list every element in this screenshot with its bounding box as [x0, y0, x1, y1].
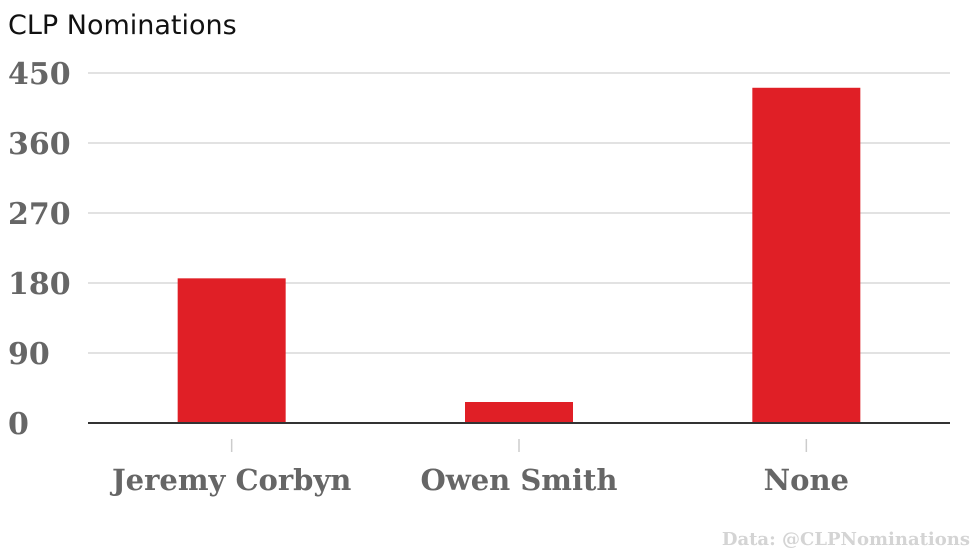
bar — [465, 402, 573, 423]
x-tick-label: None — [764, 463, 849, 497]
bar — [177, 278, 286, 423]
chart-title: CLP Nominations — [8, 10, 237, 41]
y-tick-label: 450 — [8, 57, 71, 92]
x-tick-label: Owen Smith — [421, 463, 618, 497]
bar — [752, 87, 861, 424]
y-tick-label: 0 — [8, 407, 29, 442]
y-tick-label: 360 — [8, 127, 71, 162]
y-tick-label: 270 — [8, 197, 71, 232]
y-tick-label: 90 — [8, 337, 50, 372]
y-tick-label: 180 — [8, 267, 71, 302]
x-tick-label: Jeremy Corbyn — [109, 463, 351, 497]
y-axis-tick-labels: 0 90 180 270 360 450 — [8, 57, 71, 442]
bars — [177, 87, 861, 424]
x-axis-tick-labels: Jeremy Corbyn Owen Smith None — [109, 439, 849, 497]
source-note: Data: @CLPNominations — [722, 529, 970, 550]
